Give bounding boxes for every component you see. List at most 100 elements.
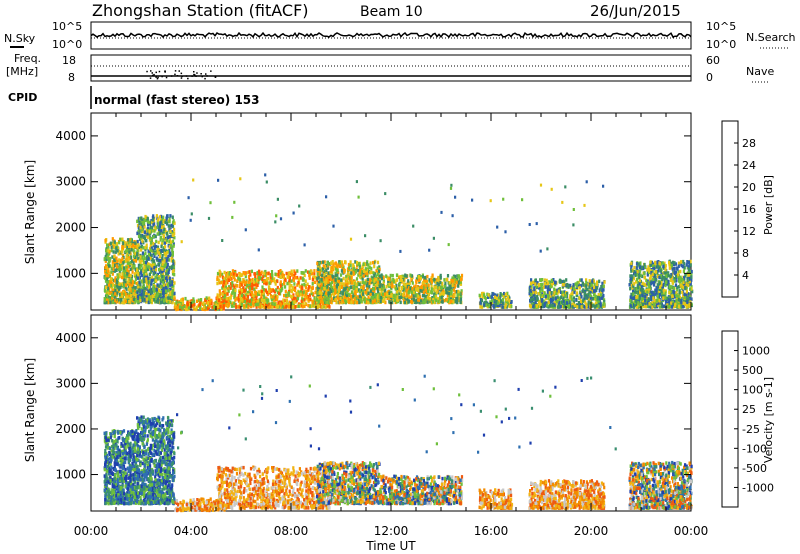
heatmap-cell: [262, 288, 265, 292]
heatmap-cell: [139, 241, 143, 245]
heatmap-cell: [300, 299, 303, 304]
heatmap-cell: [546, 287, 549, 292]
heatmap-cell: [223, 280, 226, 284]
heatmap-cell: [645, 304, 649, 309]
heatmap-cell: [273, 279, 276, 284]
heatmap-cell: [261, 277, 264, 282]
heatmap-cell: [147, 297, 151, 301]
heatmap-cell: [308, 276, 311, 280]
heatmap-cell: [380, 287, 383, 291]
heatmap-cell: [276, 294, 279, 299]
heatmap-cell: [665, 272, 668, 276]
heatmap-cell: [258, 272, 261, 276]
heatmap-cell: [168, 283, 171, 287]
heatmap-cell: [262, 274, 265, 278]
heatmap-cell: [350, 275, 353, 280]
heatmap-cell: [340, 278, 343, 282]
heatmap-cell: [115, 264, 118, 268]
heatmap-cell: [413, 285, 416, 289]
heatmap-cell: [538, 286, 541, 290]
heatmap-cell: [138, 259, 141, 263]
heatmap-cell: [316, 303, 319, 307]
heatmap-cell: [288, 276, 291, 280]
heatmap-cell: [167, 281, 170, 286]
heatmap-cell: [171, 215, 174, 219]
heatmap-cell: [570, 298, 573, 302]
heatmap-cell: [324, 300, 327, 305]
heatmap-cell: [140, 273, 143, 277]
heatmap-cell: [393, 285, 396, 289]
heatmap-cell: [240, 289, 244, 293]
heatmap-cell: [288, 300, 291, 304]
heatmap-cell: [161, 262, 164, 266]
heatmap-cell: [363, 271, 366, 276]
heatmap-cell: [583, 305, 586, 309]
heatmap-cell: [572, 296, 575, 300]
heatmap-cell: [266, 277, 269, 281]
heatmap-cell: [337, 270, 340, 275]
heatmap-cell: [107, 295, 110, 299]
heatmap-cell: [641, 287, 644, 291]
heatmap-cell: [170, 243, 173, 247]
heatmap-cell: [151, 261, 155, 265]
heatmap-cell: [149, 263, 152, 267]
heatmap-cell: [689, 263, 692, 267]
heatmap-cell: [105, 300, 108, 305]
heatmap-cell: [326, 289, 329, 293]
heatmap-cell: [427, 283, 430, 287]
heatmap-cell: [157, 240, 160, 245]
heatmap-cell: [562, 279, 565, 284]
heatmap-cell: [355, 277, 359, 281]
heatmap-cell: [593, 293, 596, 297]
heatmap-cell: [169, 229, 172, 234]
heatmap-cell: [139, 245, 142, 249]
heatmap-cell: [347, 297, 350, 302]
heatmap-cell: [325, 291, 328, 296]
heatmap-cell: [152, 284, 155, 289]
heatmap-cell: [148, 238, 151, 242]
heatmap-cell: [499, 292, 502, 296]
heatmap-cell: [255, 294, 258, 298]
heatmap-cell: [143, 237, 146, 241]
freq-dot: [151, 72, 153, 74]
heatmap-cell: [118, 272, 121, 277]
heatmap-cell: [124, 244, 127, 249]
heatmap-cell: [430, 287, 433, 291]
heatmap-cell: [122, 290, 125, 295]
heatmap-cell: [308, 273, 311, 278]
heatmap-cell: [441, 299, 444, 303]
heatmap-cell: [350, 294, 353, 298]
heatmap-cell: [151, 215, 154, 220]
heatmap-cell: [335, 286, 338, 291]
heatmap-cell: [541, 302, 544, 307]
heatmap-cell: [369, 261, 372, 265]
heatmap-cell: [530, 278, 533, 282]
freq-dot: [194, 74, 196, 76]
heatmap-cell: [127, 238, 130, 242]
heatmap-cell: [452, 288, 456, 292]
heatmap-cell: [269, 277, 272, 281]
heatmap-cell: [104, 265, 107, 270]
heatmap-cell: [349, 260, 352, 264]
heatmap-cell: [173, 272, 176, 277]
heatmap-cell: [121, 257, 124, 261]
heatmap-cell: [254, 276, 257, 280]
heatmap-cell: [565, 292, 569, 296]
heatmap-cell: [490, 301, 494, 305]
heatmap-cell: [311, 278, 314, 282]
heatmap-cell: [552, 281, 555, 285]
heatmap-cell: [435, 298, 438, 302]
heatmap-cell: [123, 297, 126, 302]
heatmap-cell: [547, 305, 550, 309]
heatmap-cell: [230, 272, 233, 276]
heatmap-cell: [158, 284, 161, 288]
heatmap-cell: [444, 281, 447, 286]
heatmap-cell: [406, 293, 409, 297]
heatmap-cell: [354, 289, 357, 294]
heatmap-cell: [347, 292, 350, 297]
heatmap-cell: [166, 284, 170, 288]
heatmap-cell: [396, 295, 399, 299]
heatmap-cell: [277, 272, 280, 277]
heatmap-cell: [534, 282, 537, 286]
heatmap-cell: [646, 273, 649, 277]
